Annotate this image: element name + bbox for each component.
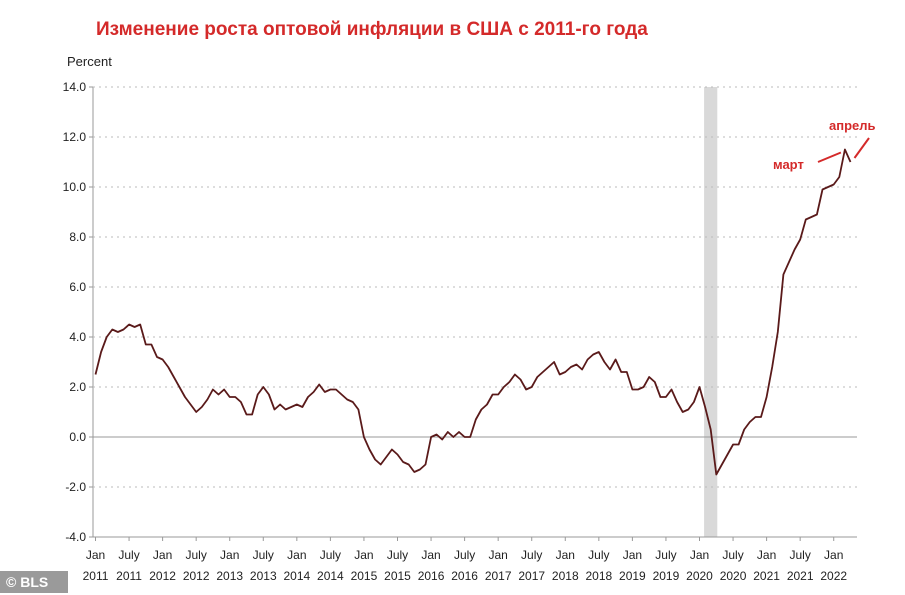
x-tick-label-year: 2014 [317,569,344,583]
x-tick-label-month: July [789,548,810,562]
x-tick-label-year: 2019 [619,569,646,583]
annotation-march: март [773,157,804,172]
y-tick-label: 0.0 [69,430,86,444]
annotation-arrow-march [817,151,842,163]
x-tick-label-year: 2018 [552,569,579,583]
x-tick-label-month: Jan [623,548,642,562]
chart-title: Изменение роста оптовой инфляции в США с… [96,19,648,40]
x-tick-label-year: 2017 [485,569,512,583]
x-tick-label-year: 2013 [250,569,277,583]
x-tick-label-year: 2022 [820,569,847,583]
annotation-arrow-april [853,137,870,159]
x-tick-label-year: 2020 [686,569,713,583]
y-tick-label: 6.0 [69,280,86,294]
recession-shade [704,87,718,537]
x-tick-label-month: Jan [757,548,776,562]
y-tick-label: 12.0 [63,130,87,144]
x-tick-label-month: July [118,548,139,562]
x-tick-label-month: Jan [86,548,105,562]
x-tick-label-month: Jan [220,548,239,562]
x-tick-label-year: 2015 [384,569,411,583]
x-tick-label-month: Jan [824,548,843,562]
x-tick-label-year: 2011 [116,569,142,583]
annotation-april: апрель [829,118,876,133]
x-tick-label-year: 2018 [585,569,612,583]
x-tick-label-month: Jan [488,548,507,562]
y-tick-label: 14.0 [63,80,87,94]
y-tick-label: 2.0 [69,380,86,394]
x-tick-label-month: July [454,548,475,562]
y-tick-label: -2.0 [65,480,86,494]
x-tick-label-month: Jan [421,548,440,562]
x-tick-label-year: 2016 [418,569,445,583]
credit-badge: © BLS [0,571,68,593]
x-tick-label-month: Jan [690,548,709,562]
x-tick-label-year: 2016 [451,569,478,583]
x-tick-label-month: July [655,548,676,562]
x-tick-label-year: 2017 [518,569,545,583]
x-tick-label-year: 2019 [653,569,680,583]
y-tick-label: 4.0 [69,330,86,344]
x-tick-label-month: July [185,548,206,562]
x-tick-label-year: 2020 [720,569,747,583]
y-tick-label: 8.0 [69,230,86,244]
x-tick-label-year: 2021 [753,569,780,583]
x-tick-label-year: 2012 [183,569,210,583]
x-tick-label-month: July [387,548,408,562]
y-axis-label: Percent [67,54,112,69]
x-tick-label-year: 2012 [149,569,176,583]
x-tick-label-month: July [253,548,274,562]
x-tick-label-year: 2013 [216,569,243,583]
x-tick-label-month: July [521,548,542,562]
x-tick-label-month: July [320,548,341,562]
series-line [94,148,852,476]
y-tick-label: 10.0 [63,180,87,194]
x-tick-label-month: July [588,548,609,562]
x-tick-label-month: Jan [287,548,306,562]
x-tick-label-year: 2021 [787,569,814,583]
x-tick-label-month: Jan [556,548,575,562]
y-tick-label: -4.0 [65,530,86,544]
x-tick-label-month: Jan [153,548,172,562]
x-tick-label-month: July [722,548,743,562]
x-tick-label-year: 2011 [83,569,109,583]
x-tick-label-year: 2015 [351,569,378,583]
x-tick-label-year: 2014 [283,569,310,583]
x-tick-label-month: Jan [354,548,373,562]
